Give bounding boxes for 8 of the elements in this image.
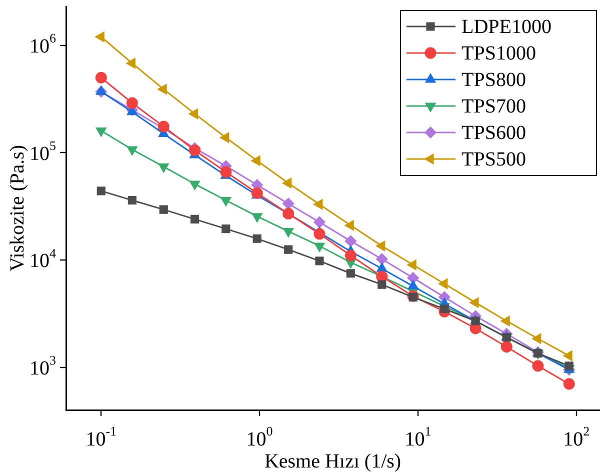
legend-label: TPS600 xyxy=(462,122,526,144)
x-axis-title: Kesme Hızı (1/s) xyxy=(264,450,402,472)
legend-label: TPS800 xyxy=(462,68,526,91)
legend-label: TPS700 xyxy=(462,95,526,118)
legend-label: TPS1000 xyxy=(462,42,536,64)
legend-label: LDPE1000 xyxy=(462,16,552,38)
y-axis-title: Viskozite (Pa.s) xyxy=(6,144,28,272)
legend-label: TPS500 xyxy=(462,148,526,170)
